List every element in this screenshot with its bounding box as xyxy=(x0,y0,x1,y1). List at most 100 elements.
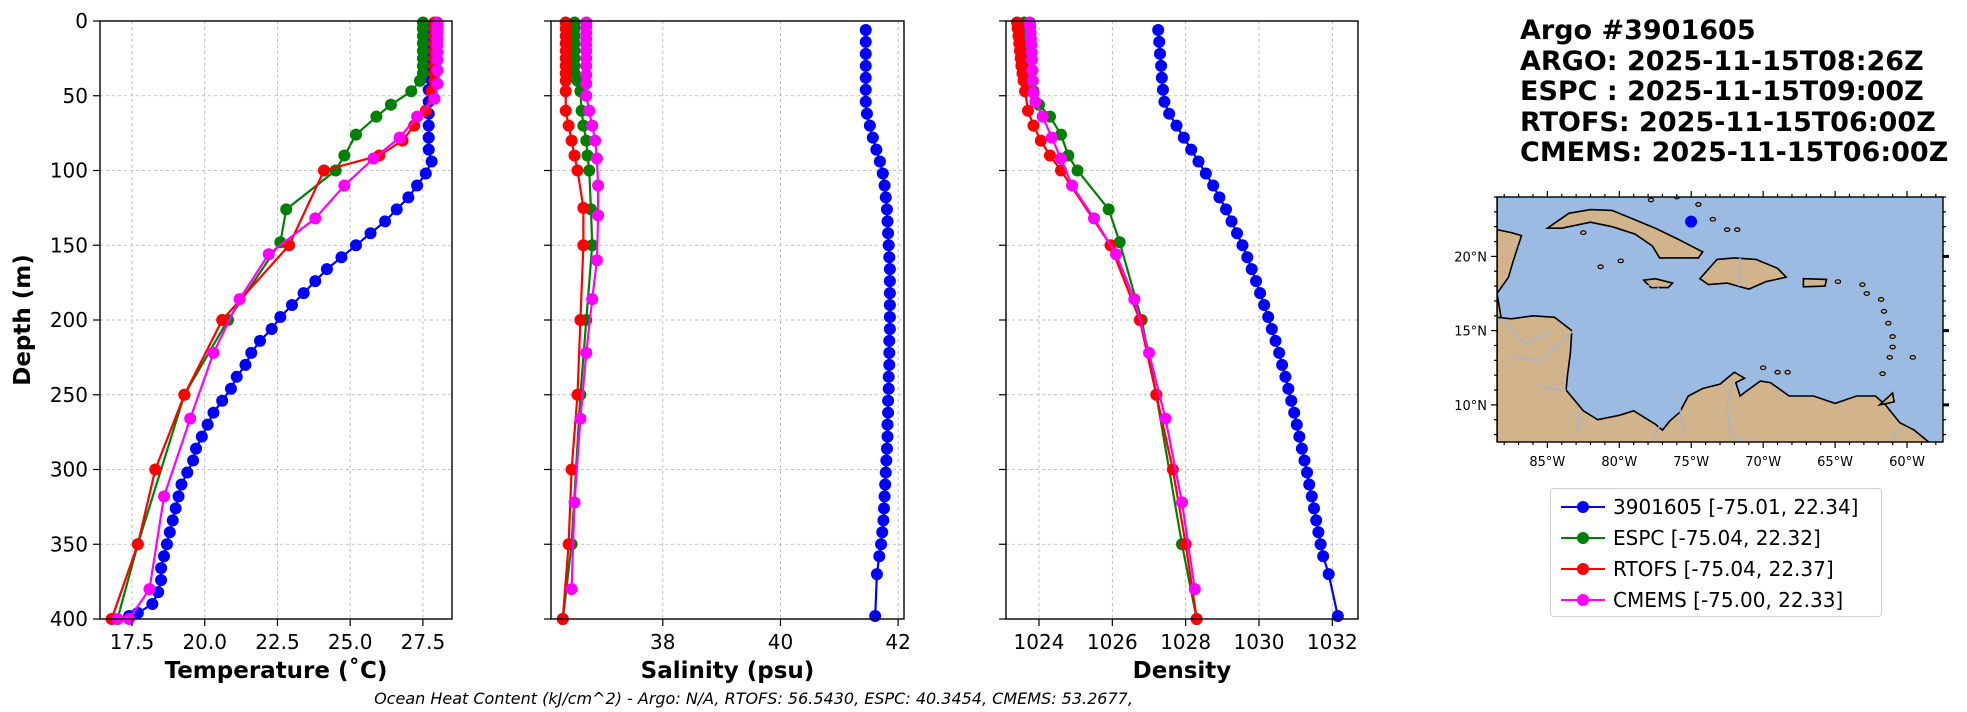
point-density-3901605 xyxy=(1331,610,1344,623)
point-salinity-rtofs xyxy=(571,164,584,177)
point-temperature-espc xyxy=(384,98,397,111)
title-rtofs-time: RTOFS: 2025-11-15T06:00Z xyxy=(1520,106,1936,138)
point-salinity-3901605 xyxy=(882,394,895,407)
point-density-3901605 xyxy=(1192,155,1205,168)
point-density-3901605 xyxy=(1298,454,1311,467)
point-density-espc xyxy=(1113,236,1126,249)
point-salinity-espc xyxy=(586,239,599,252)
point-density-cmems xyxy=(1026,64,1039,77)
point-salinity-cmems xyxy=(580,59,593,72)
xtick-label-density-3: 1030 xyxy=(1234,630,1285,654)
point-density-rtofs xyxy=(1034,134,1047,147)
point-temperature-3901605 xyxy=(163,526,176,539)
point-salinity-3901605 xyxy=(875,538,888,551)
ytick-label-temperature-8: 400 xyxy=(50,607,88,631)
point-salinity-espc xyxy=(583,164,596,177)
country-border xyxy=(1511,330,1574,362)
point-salinity-rtofs xyxy=(565,463,578,476)
point-temperature-rtofs xyxy=(131,538,144,551)
point-temperature-espc xyxy=(280,203,293,216)
point-temperature-3901605 xyxy=(175,478,188,491)
point-density-3901605 xyxy=(1152,23,1165,36)
xtick-label-density-4: 1032 xyxy=(1307,630,1358,654)
legend-item-espc: ESPC [-75.04, 22.32] xyxy=(1557,523,1821,553)
ytick-label-temperature-5: 250 xyxy=(50,383,88,407)
point-temperature-cmems xyxy=(309,212,322,225)
small-island xyxy=(1889,344,1896,350)
ylabel-temperature: Depth (m) xyxy=(10,254,36,386)
point-density-3901605 xyxy=(1220,203,1232,216)
xtick-label-density-0: 1024 xyxy=(1014,630,1065,654)
point-density-rtofs xyxy=(1027,119,1040,132)
point-salinity-3901605 xyxy=(882,406,895,419)
point-temperature-3901605 xyxy=(172,490,185,503)
point-salinity-3901605 xyxy=(876,167,889,180)
point-density-3901605 xyxy=(1293,430,1306,443)
point-temperature-3901605 xyxy=(422,131,435,144)
point-density-3901605 xyxy=(1312,526,1325,539)
point-temperature-rtofs xyxy=(419,104,432,117)
point-temperature-3901605 xyxy=(335,251,348,264)
cuba xyxy=(1544,208,1704,259)
small-island xyxy=(1774,369,1781,375)
point-salinity-3901605 xyxy=(880,203,893,216)
title-argo-id: Argo #3901605 xyxy=(1520,15,1756,46)
legend-label-cmems: CMEMS [-75.00, 22.33] xyxy=(1613,588,1844,612)
point-salinity-3901605 xyxy=(859,35,872,48)
point-density-3901605 xyxy=(1213,191,1226,204)
point-salinity-3901605 xyxy=(879,466,892,479)
small-island xyxy=(1879,371,1886,377)
point-temperature-cmems xyxy=(158,490,170,503)
jamaica-island xyxy=(1642,277,1675,289)
point-temperature-3901605 xyxy=(411,179,424,192)
point-salinity-3901605 xyxy=(859,59,872,72)
point-density-3901605 xyxy=(1317,550,1330,563)
point-salinity-3901605 xyxy=(883,346,896,359)
point-temperature-cmems xyxy=(431,53,444,66)
country-border xyxy=(1889,426,1901,442)
series-line-temperature-rtofs xyxy=(110,22,436,620)
point-salinity-3901605 xyxy=(860,107,873,120)
point-salinity-3901605 xyxy=(883,251,896,264)
point-temperature-cmems xyxy=(431,64,444,77)
ytick-label-temperature-2: 100 xyxy=(50,159,88,183)
point-temperature-3901605 xyxy=(187,454,200,467)
point-density-3901605 xyxy=(1258,299,1271,312)
point-salinity-cmems xyxy=(592,179,605,192)
point-temperature-3901605 xyxy=(224,382,237,395)
point-salinity-3901605 xyxy=(870,568,883,581)
point-salinity-rtofs xyxy=(574,314,587,326)
point-density-cmems xyxy=(1066,179,1078,192)
point-density-3901605 xyxy=(1250,275,1263,288)
legend-swatch-rtofs xyxy=(1557,554,1609,584)
small-island xyxy=(1580,230,1587,236)
point-temperature-3901605 xyxy=(155,574,168,587)
small-island xyxy=(1889,334,1896,339)
point-salinity-3901605 xyxy=(883,275,896,288)
point-density-3901605 xyxy=(1273,346,1286,359)
small-island xyxy=(1617,258,1624,264)
point-temperature-cmems xyxy=(207,346,220,359)
point-temperature-espc xyxy=(405,85,418,98)
small-island xyxy=(1909,354,1916,360)
map-xtick-label: 60°W xyxy=(1889,455,1925,470)
title-argo-time: ARGO: 2025-11-15T08:26Z xyxy=(1520,45,1924,77)
point-density-3901605 xyxy=(1170,119,1183,132)
xtick-label-temperature-2: 22.5 xyxy=(255,630,300,654)
point-density-3901605 xyxy=(1155,71,1168,84)
point-density-espc xyxy=(1102,203,1115,216)
point-temperature-rtofs xyxy=(283,239,296,252)
small-island xyxy=(1723,227,1731,233)
point-salinity-espc xyxy=(577,119,590,132)
point-temperature-3901605 xyxy=(390,203,403,216)
point-density-3901605 xyxy=(1301,466,1314,479)
trinidad-island xyxy=(1877,391,1896,407)
map-xtick-label: 80°W xyxy=(1601,455,1637,470)
point-density-3901605 xyxy=(1276,358,1289,371)
point-temperature-3901605 xyxy=(422,143,435,156)
country-border xyxy=(1576,410,1580,435)
point-density-cmems xyxy=(1026,53,1039,66)
legend-label-argo: 3901605 [-75.01, 22.34] xyxy=(1613,495,1859,519)
point-temperature-3901605 xyxy=(216,394,229,407)
xlabel-density: Density xyxy=(1133,658,1232,684)
